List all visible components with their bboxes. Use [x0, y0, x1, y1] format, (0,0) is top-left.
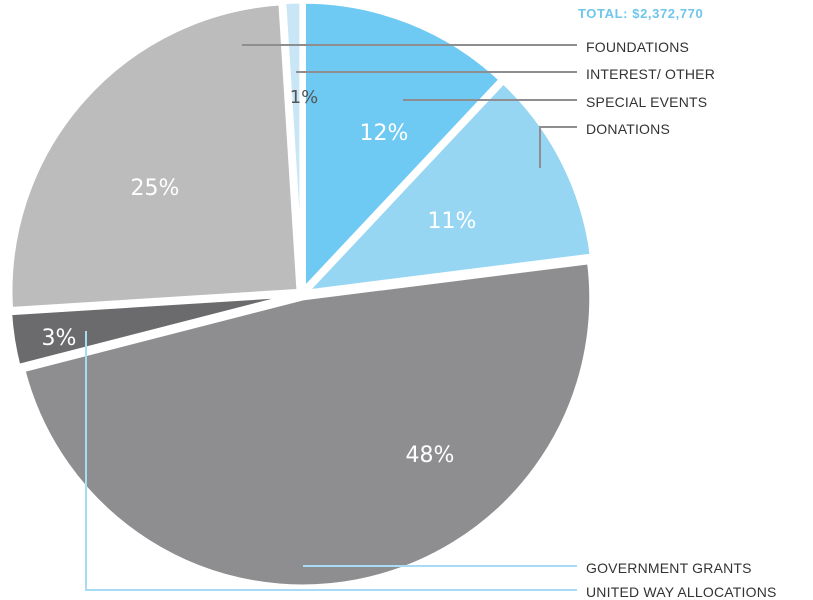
pct-label-interest-other: 1% [290, 87, 319, 108]
pie-slices [7, 0, 595, 590]
legend-leader-lines [85, 44, 577, 591]
leader-line-united-way-allocations [85, 331, 577, 591]
slice-interest-other [281, 0, 305, 293]
legend: SPECIAL EVENTS DONATIONS GOVERNMENT GRANTS… [586, 39, 777, 600]
legend-label-government-grants: GOVERNMENT GRANTS [586, 560, 752, 576]
slice-foundations [7, 0, 302, 313]
slice-government-grants [20, 259, 595, 590]
leader-line-donations [539, 126, 577, 168]
slice-donations [303, 79, 595, 295]
slice-special-events [300, 0, 504, 293]
slice-united-way-allocations [7, 292, 301, 369]
legend-label-united-way-allocations: UNITED WAY ALLOCATIONS [586, 584, 777, 600]
pct-label-united-way-allocations: 3% [42, 326, 77, 351]
pct-label-donations: 11% [428, 209, 477, 234]
legend-label-donations: DONATIONS [586, 121, 670, 137]
legend-label-interest-other: INTEREST/ OTHER [586, 66, 715, 82]
legend-label-special-events: SPECIAL EVENTS [586, 94, 707, 110]
legend-label-foundations: FOUNDATIONS [586, 39, 689, 55]
pct-label-government-grants: 48% [406, 443, 455, 468]
pct-label-special-events: 12% [360, 121, 409, 146]
pie-percent-labels: 12% 11% 48% 3% 25% 1% [42, 87, 477, 468]
total-label: TOTAL: $2,372,770 [578, 6, 703, 21]
pct-label-foundations: 25% [131, 176, 180, 201]
